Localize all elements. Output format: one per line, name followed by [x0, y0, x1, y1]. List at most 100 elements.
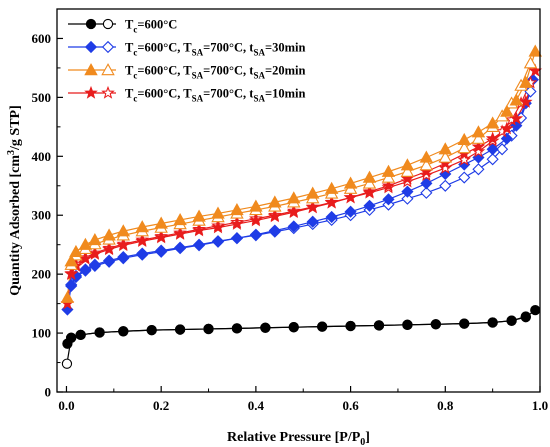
series-0-adsorption-point [118, 326, 129, 337]
series-2-adsorption-point [343, 176, 358, 189]
series-1-adsorption-point [486, 143, 499, 156]
series-0-adsorption-point [94, 327, 105, 338]
series-2-adsorption-point [305, 186, 320, 199]
series-2-adsorption-point [287, 191, 301, 204]
legend-label: Tc=600°C [125, 18, 177, 35]
series-2-adsorption-point [362, 170, 377, 183]
series-2-desorption-point [471, 131, 486, 144]
legend-label: Tc=600°C, TSA=700°C, tSA=20min [125, 64, 305, 81]
series-0-adsorption-point [345, 320, 356, 332]
series-1-adsorption-point [344, 205, 357, 218]
series-3-adsorption-line [66, 70, 536, 304]
legend-marker-filled [84, 63, 98, 76]
y-tick-label: 600 [32, 31, 52, 46]
series-1-adsorption-point [500, 132, 513, 145]
series-0-adsorption-point [459, 318, 470, 329]
series-3-adsorption-point [305, 200, 320, 214]
series-2-adsorption-point [60, 290, 75, 303]
series-2-adsorption-point [471, 125, 486, 138]
series-3-adsorption-point [381, 178, 396, 192]
x-tick-label: 0.8 [437, 398, 454, 413]
axis-ticks [57, 37, 541, 393]
y-tick-label: 0 [45, 385, 52, 400]
series-1-desorption-point [439, 179, 452, 192]
series-3-adsorption-point [211, 220, 225, 234]
series-3-adsorption-point [154, 230, 168, 244]
series-2-adsorption-point [102, 228, 116, 241]
legend-marker-open [101, 63, 115, 76]
series-0-adsorption-point [288, 322, 299, 333]
series-1-adsorption-point [155, 245, 168, 258]
series-1-adsorption-point [79, 264, 92, 277]
series-3-adsorption-point [471, 139, 486, 153]
series-2-adsorption-point [78, 237, 93, 250]
legend-marker-filled [84, 85, 98, 99]
series-1-desorption-point [401, 192, 414, 205]
y-tick-label: 100 [32, 326, 52, 341]
series-0-adsorption-point [75, 329, 86, 340]
series-1-adsorption-point [117, 252, 130, 265]
series-2-adsorption-point [381, 164, 396, 177]
series-2-adsorption-point [438, 142, 453, 155]
series-3-adsorption-point [500, 121, 514, 135]
series-2-adsorption-point [268, 195, 282, 208]
legend: Tc=600°C Tc=600°C, TSA=700°C, tSA=30min Tc… [68, 18, 305, 104]
series-3-adsorption-point [324, 195, 339, 209]
series-1-desorption-point [486, 153, 499, 166]
series-2-adsorption-point [500, 104, 514, 117]
series-1-adsorption-point [103, 255, 116, 268]
series-1-adsorption-point [401, 185, 414, 198]
series-1-adsorption-point [268, 224, 281, 237]
series-2-adsorption-point [88, 233, 102, 246]
series-3-adsorption-point [230, 216, 244, 230]
series-3-adsorption-point [135, 233, 150, 247]
series-1-adsorption-point [325, 210, 338, 224]
legend-entry: Tc=600°C, TSA=700°C, tSA=20min [68, 63, 305, 81]
y-tick-label: 200 [32, 267, 52, 282]
x-tick-label: 0.2 [153, 398, 169, 413]
series-0-adsorption-point [530, 304, 541, 316]
series-1-adsorption-point [88, 259, 101, 272]
series-3-adsorption-point [400, 171, 415, 185]
y-tick-label: 500 [32, 90, 52, 105]
series-2-adsorption-point [400, 158, 415, 171]
series-1-adsorption-point [230, 232, 244, 245]
x-tick-label: 1.0 [532, 398, 548, 413]
series-3-desorption-point [438, 160, 453, 174]
series-2-adsorption-point [116, 224, 131, 237]
series-3-adsorption-point [249, 213, 263, 227]
legend-entry: Tc=600°C, TSA=700°C, tSA=30min [68, 41, 305, 58]
series-1-adsorption-point [420, 177, 433, 190]
series-2-adsorption-point [249, 199, 263, 212]
series-0-adsorption-point [520, 312, 531, 323]
series-2-desorption-point [362, 176, 377, 189]
series-3-adsorption-point [268, 209, 282, 223]
series-markers [60, 44, 543, 369]
series-1-adsorption-point [192, 239, 206, 252]
series-0-adsorption-point [146, 324, 157, 336]
series-1-adsorption-point [65, 279, 78, 293]
series-3-adsorption-point [286, 205, 301, 219]
series-0-adsorption-point [402, 319, 413, 330]
series-2-adsorption-point [192, 209, 206, 222]
series-2-adsorption-point [519, 75, 533, 88]
tick-labels: 0.0 0.2 0.4 0.6 0.8 1.0 0 100 200 300 400 500 600 [32, 31, 549, 413]
x-tick-label: 0.6 [342, 398, 359, 413]
legend-entry: Tc=600°C [68, 18, 177, 35]
series-2-adsorption-point [211, 206, 225, 219]
plot-frame [56, 8, 541, 393]
series-1-adsorption-point [306, 215, 319, 228]
legend-label: Tc=600°C, TSA=700°C, tSA=30min [125, 41, 305, 58]
series-3-adsorption-point [116, 238, 131, 252]
series-2-adsorption-point [457, 132, 471, 145]
series-2-adsorption-point [509, 93, 524, 106]
series-1-adsorption-point [211, 235, 225, 248]
series-0-adsorption-point [231, 323, 243, 334]
legend-marker-filled [85, 18, 97, 30]
y-tick-label: 400 [32, 149, 52, 164]
legend-marker-filled [84, 40, 98, 54]
legend-marker-open [101, 85, 115, 99]
series-3-adsorption-point [173, 226, 187, 240]
series-2-desorption-point [457, 141, 471, 154]
